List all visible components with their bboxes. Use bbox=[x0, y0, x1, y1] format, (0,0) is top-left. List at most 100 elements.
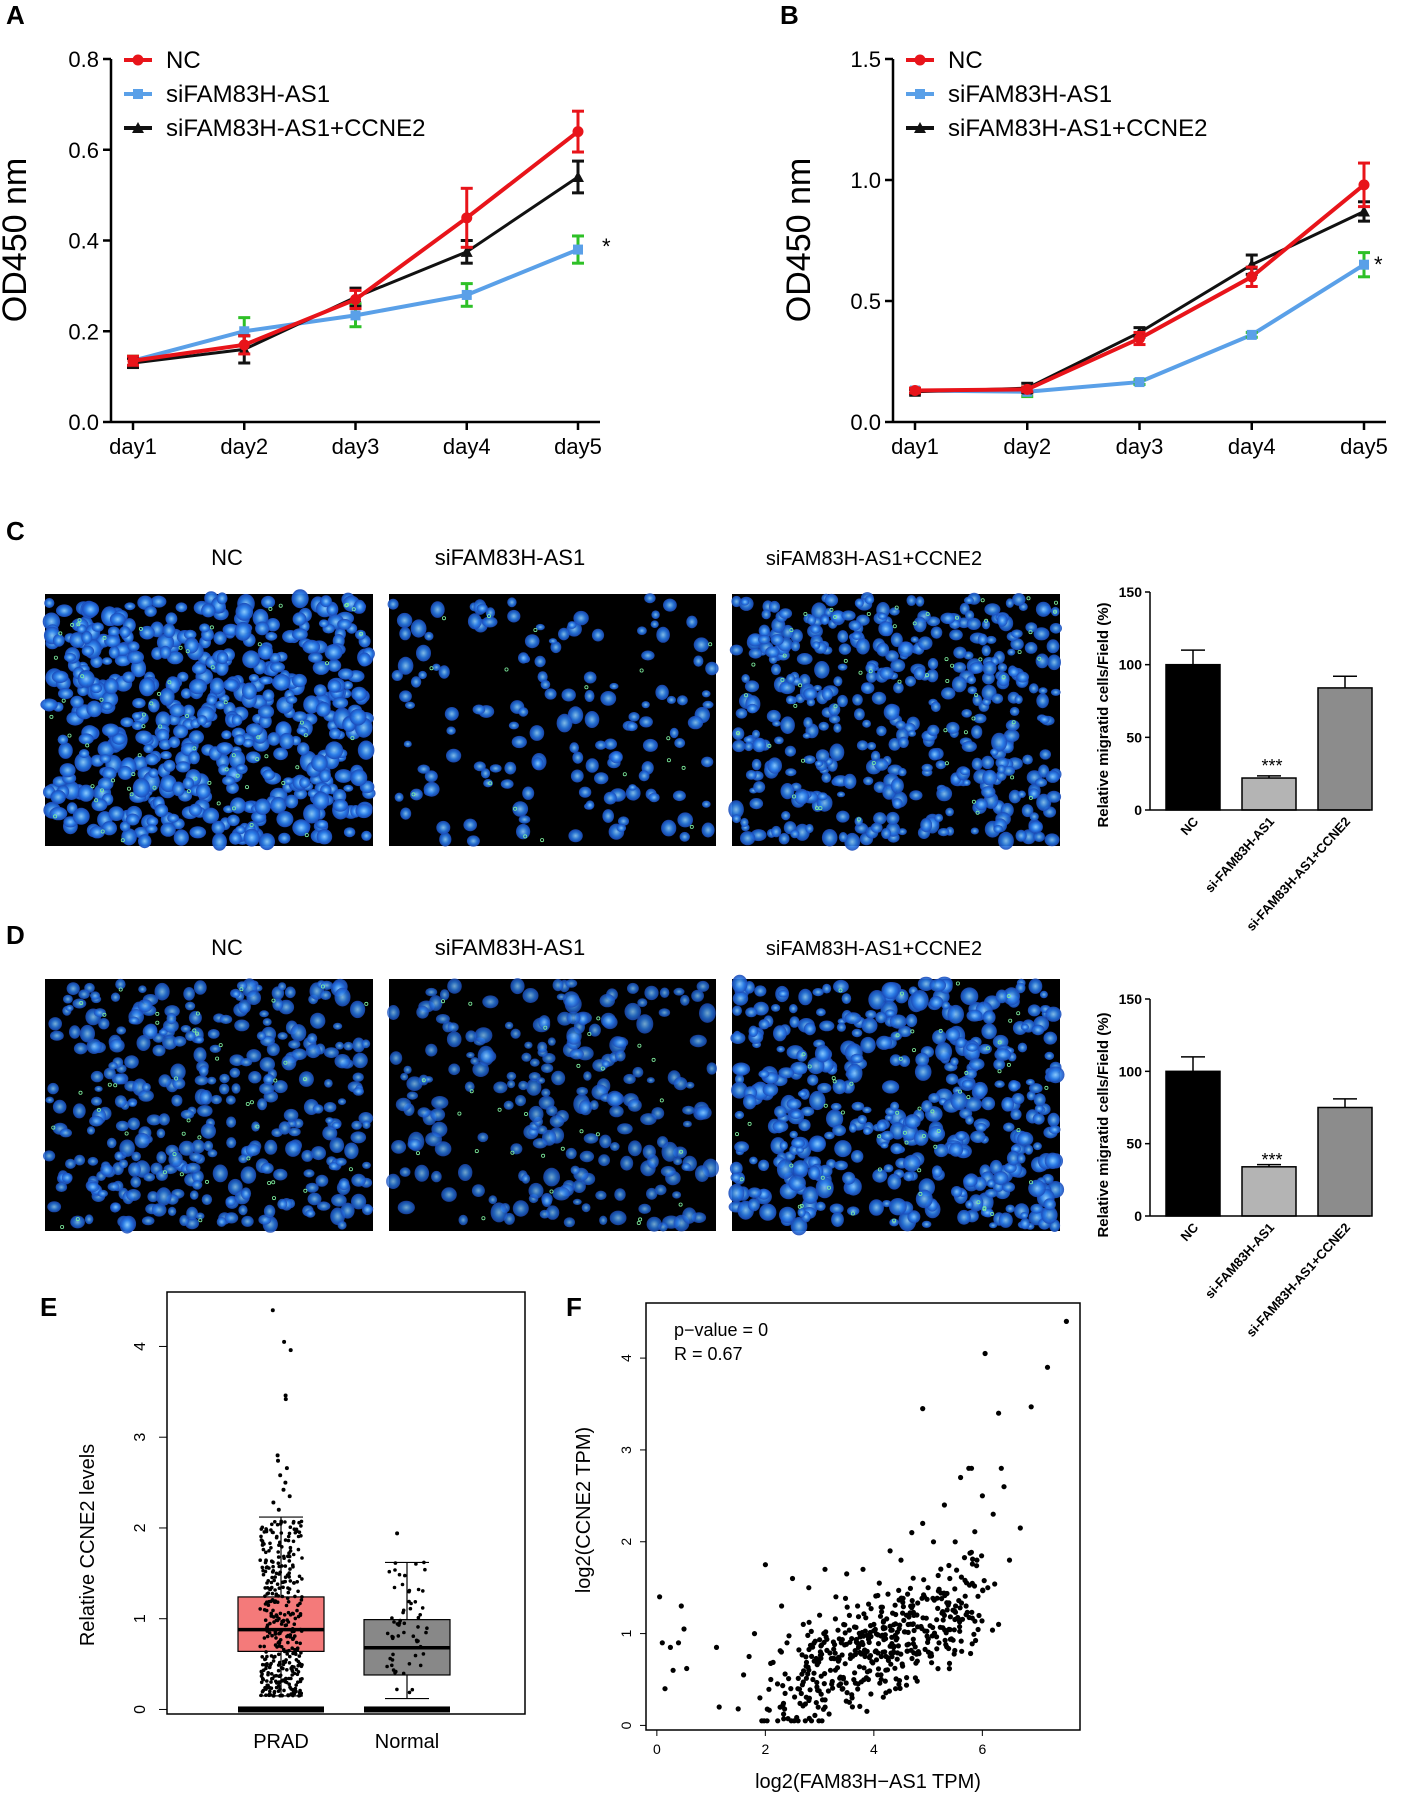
membrane-pore bbox=[281, 781, 286, 786]
membrane-pore bbox=[197, 1135, 202, 1140]
cell-nucleus bbox=[318, 619, 329, 628]
cell-nucleus bbox=[819, 1020, 835, 1032]
box-point bbox=[292, 1687, 297, 1692]
membrane-pore bbox=[185, 649, 190, 654]
cell-nucleus bbox=[292, 628, 308, 641]
cell-nucleus bbox=[777, 990, 789, 998]
cell-nucleus bbox=[885, 650, 899, 662]
cell-nucleus bbox=[677, 812, 693, 828]
cell-nucleus bbox=[973, 713, 987, 724]
cell-nucleus bbox=[890, 632, 903, 647]
box-point bbox=[266, 1672, 270, 1677]
membrane-pore bbox=[636, 1221, 641, 1226]
cell-nucleus bbox=[115, 978, 126, 990]
scatter-point bbox=[969, 1609, 975, 1615]
cell-nucleus bbox=[572, 1198, 582, 1205]
cell-nucleus bbox=[847, 1206, 860, 1216]
cell-nucleus bbox=[406, 1076, 423, 1091]
scatter-point bbox=[1001, 1484, 1007, 1490]
membrane-pore bbox=[985, 1046, 990, 1051]
cell-nucleus bbox=[1010, 1108, 1022, 1120]
scatter-point bbox=[822, 1566, 828, 1572]
cell-nucleus bbox=[343, 1041, 354, 1051]
membrane-pore bbox=[895, 1033, 900, 1038]
box-point bbox=[403, 1573, 407, 1578]
scatter-x-tick-label: 4 bbox=[870, 1741, 878, 1757]
box-point bbox=[291, 1521, 296, 1525]
scatter-point bbox=[873, 1648, 879, 1654]
cell-nucleus bbox=[1014, 695, 1023, 704]
scatter-point bbox=[863, 1615, 869, 1621]
cell-nucleus bbox=[64, 652, 76, 662]
box-point bbox=[264, 1558, 268, 1562]
box-point bbox=[294, 1640, 299, 1645]
cell-nucleus bbox=[888, 738, 901, 751]
x-tick-label: day2 bbox=[1003, 434, 1051, 459]
cell-nucleus bbox=[821, 772, 832, 783]
cell-nucleus bbox=[551, 1070, 566, 1086]
membrane-pore bbox=[917, 1168, 922, 1173]
scatter-point bbox=[789, 1575, 796, 1582]
membrane-pore bbox=[118, 987, 123, 992]
cell-nucleus bbox=[473, 761, 486, 772]
cell-nucleus bbox=[876, 1035, 893, 1050]
scatter-point bbox=[900, 1599, 906, 1605]
membrane-pore bbox=[600, 1066, 605, 1071]
membrane-pore bbox=[963, 730, 968, 735]
cell-nucleus bbox=[822, 983, 832, 994]
membrane-pore bbox=[1010, 775, 1015, 780]
scatter-point bbox=[927, 1623, 933, 1629]
cell-nucleus bbox=[311, 1146, 326, 1161]
cell-nucleus bbox=[883, 703, 900, 721]
cell-nucleus bbox=[524, 1041, 533, 1049]
cell-nucleus bbox=[837, 663, 848, 671]
cell-nucleus bbox=[97, 1189, 109, 1198]
membrane-pore bbox=[958, 1089, 963, 1094]
cell-nucleus bbox=[758, 634, 771, 645]
cell-nucleus bbox=[872, 1168, 888, 1183]
cell-nucleus bbox=[969, 662, 984, 674]
scatter-point bbox=[786, 1676, 792, 1682]
cell-nucleus bbox=[774, 1105, 787, 1118]
box-outlier bbox=[288, 1348, 293, 1353]
y-tick-label: 1.0 bbox=[850, 168, 881, 193]
cell-nucleus bbox=[650, 620, 659, 628]
membrane-pore bbox=[918, 1191, 923, 1196]
scatter-point bbox=[957, 1605, 963, 1611]
cell-nucleus bbox=[947, 1004, 964, 1024]
cell-nucleus bbox=[263, 1073, 275, 1086]
cell-nucleus bbox=[50, 790, 66, 804]
scatter-point bbox=[946, 1645, 952, 1652]
cell-nucleus bbox=[547, 1037, 556, 1046]
cell-nucleus bbox=[279, 732, 294, 750]
cell-nucleus bbox=[748, 1025, 759, 1038]
scatter-point bbox=[855, 1686, 861, 1692]
cell-nucleus bbox=[471, 1184, 485, 1197]
panel-b-yticks: 0.00.51.01.5 bbox=[850, 47, 893, 435]
cell-nucleus bbox=[192, 1170, 204, 1184]
cell-nucleus bbox=[264, 1139, 278, 1155]
cell-nucleus bbox=[993, 1058, 1006, 1071]
cell-nucleus bbox=[199, 1089, 213, 1105]
membrane-pore bbox=[747, 1121, 752, 1126]
cell-nucleus bbox=[994, 1048, 1012, 1061]
cell-nucleus bbox=[776, 1159, 794, 1180]
membrane-pore bbox=[255, 757, 260, 762]
cell-nucleus bbox=[893, 682, 904, 694]
bar-y-tick-label: 150 bbox=[1119, 991, 1143, 1007]
box-point bbox=[390, 1616, 394, 1620]
cell-nucleus bbox=[873, 812, 887, 825]
panel-a-line-chart: OD450 nm 0.00.20.40.60.8 day1 day2 day3 day… bbox=[0, 47, 611, 459]
box-point bbox=[421, 1589, 425, 1593]
scatter-point bbox=[935, 1666, 941, 1672]
legend-label: NC bbox=[948, 47, 983, 74]
cell-nucleus bbox=[759, 1203, 777, 1221]
cell-nucleus bbox=[89, 826, 105, 839]
scatter-point bbox=[811, 1670, 817, 1676]
scatter-point bbox=[796, 1647, 802, 1653]
cell-nucleus bbox=[273, 1168, 288, 1181]
box-point bbox=[287, 1682, 292, 1686]
legend-label: NC bbox=[166, 47, 201, 74]
membrane-pore bbox=[1026, 596, 1031, 601]
scatter-point bbox=[958, 1474, 964, 1481]
